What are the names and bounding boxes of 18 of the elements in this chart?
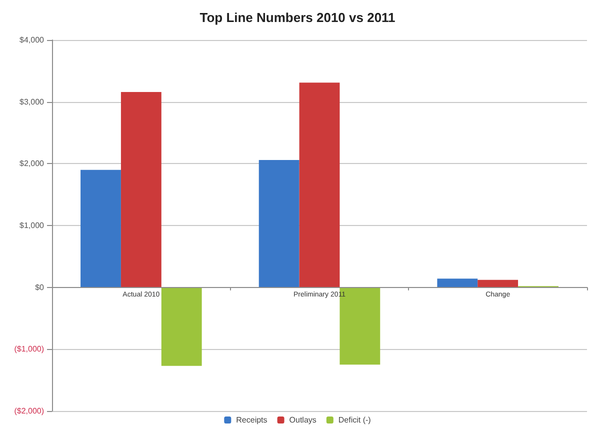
y-tick-label: $0 — [35, 282, 45, 292]
bar — [299, 82, 340, 288]
bar — [80, 170, 121, 288]
bar — [478, 280, 518, 288]
chart-title: Top Line Numbers 2010 vs 2011 — [200, 10, 396, 25]
y-tick-label: $3,000 — [20, 97, 45, 106]
bar — [161, 287, 202, 366]
bar — [120, 92, 162, 288]
y-tick-label: $2,000 — [20, 159, 45, 168]
y-tick-label: $1,000 — [20, 221, 45, 230]
y-tick-label: $4,000 — [20, 36, 45, 44]
bar — [437, 278, 478, 288]
bar — [258, 160, 300, 288]
y-tick-label: ($1,000) — [14, 344, 44, 354]
legend-label: Outlays — [289, 416, 316, 424]
legend-label: Receipts — [236, 416, 268, 424]
y-tick-label: ($2,000) — [14, 406, 44, 416]
legend-label: Deficit (-) — [338, 416, 372, 424]
